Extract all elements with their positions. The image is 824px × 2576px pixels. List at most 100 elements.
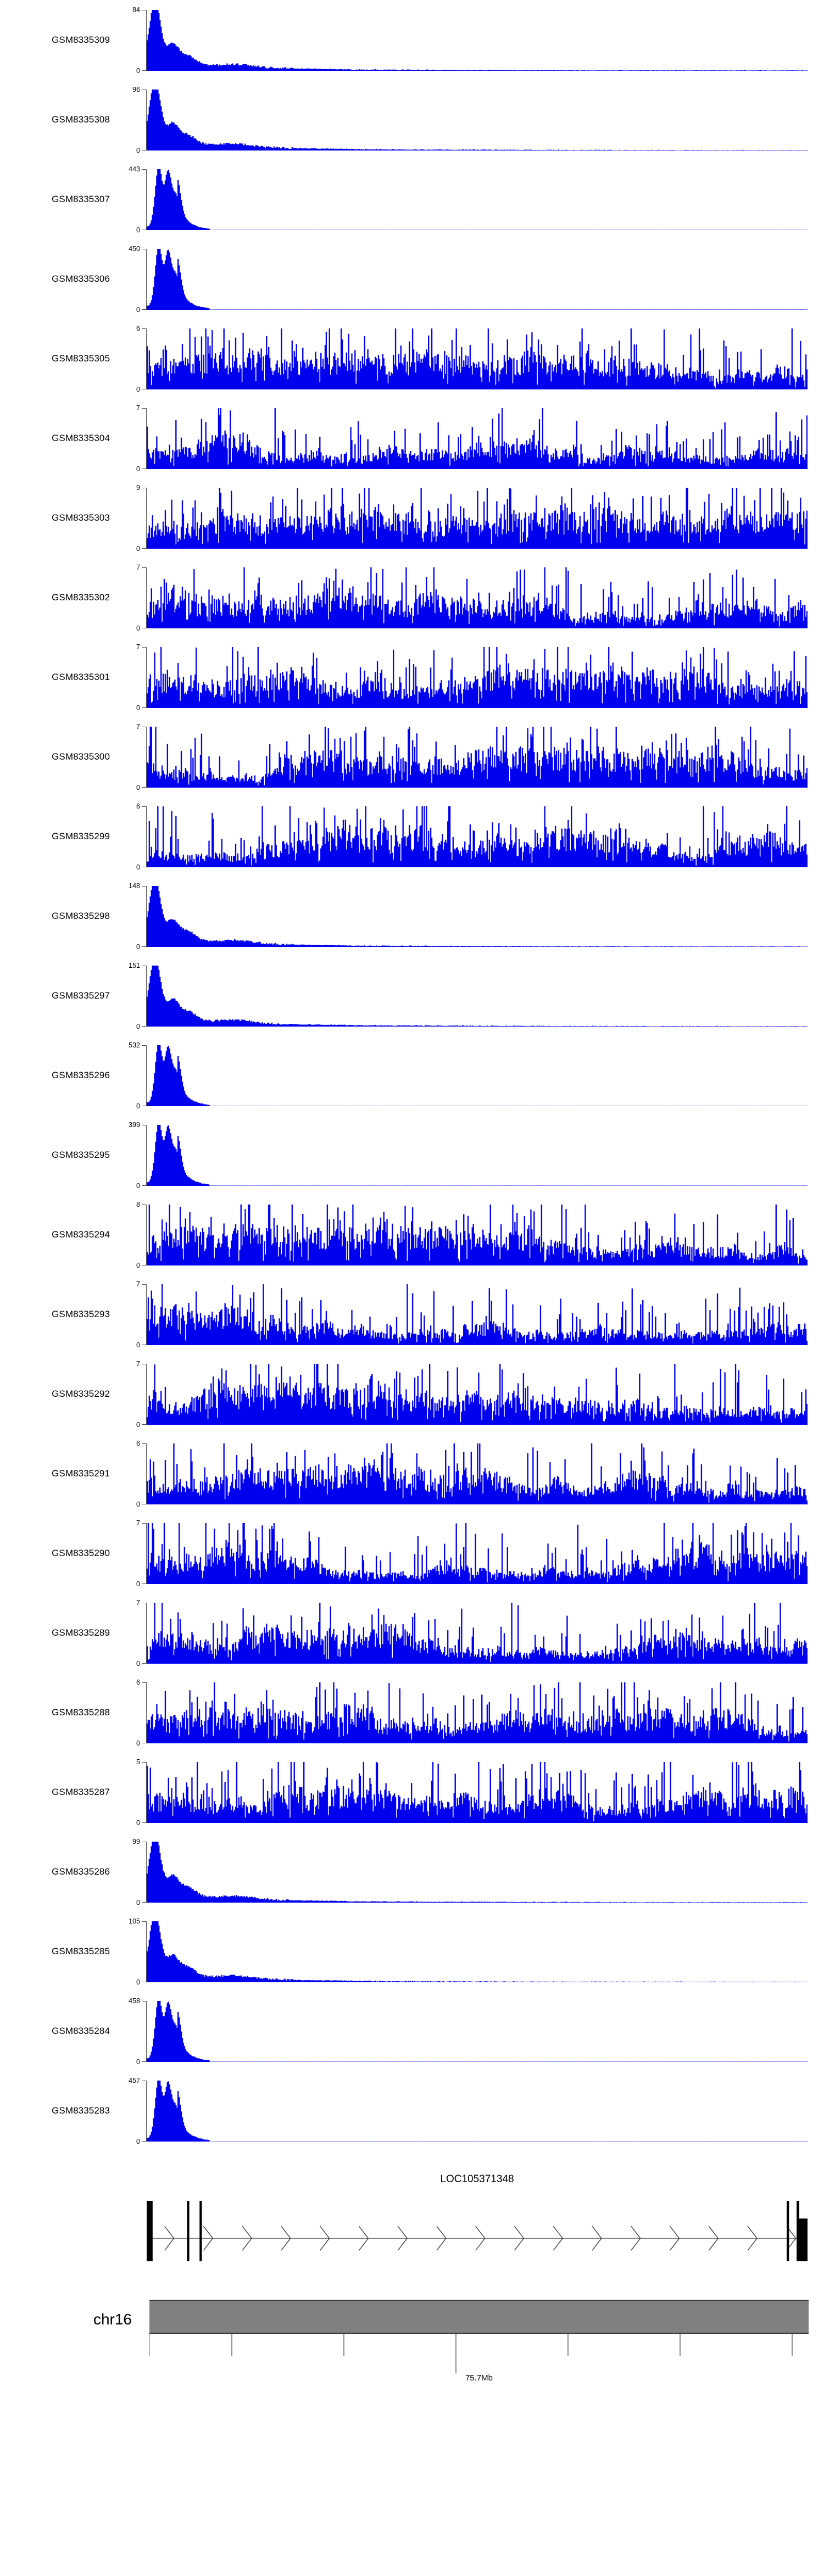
coverage-plot-area[interactable]	[147, 727, 808, 788]
coverage-signal-path	[147, 90, 808, 150]
coverage-plot-area[interactable]	[147, 169, 808, 230]
coverage-plot-area[interactable]	[147, 806, 808, 867]
coverage-plot-area[interactable]	[147, 488, 808, 549]
coverage-signal-path	[147, 727, 808, 788]
coverage-plot-area[interactable]	[147, 1125, 808, 1186]
coverage-plot-area[interactable]	[147, 10, 808, 71]
coverage-track[interactable]: GSM8335296 532 0	[0, 1035, 824, 1115]
coverage-track[interactable]: GSM8335287 5 0	[0, 1752, 824, 1832]
y-axis-line	[146, 1603, 147, 1664]
coverage-track[interactable]: GSM8335306 450 0	[0, 239, 824, 319]
coverage-track[interactable]: GSM8335308 96 0	[0, 80, 824, 159]
gene-exon[interactable]	[199, 2201, 202, 2261]
coverage-track[interactable]: GSM8335292 7 0	[0, 1354, 824, 1434]
track-label-gsm8335307: GSM8335307	[52, 193, 110, 204]
coverage-signal-path	[147, 1603, 808, 1664]
coverage-track[interactable]: GSM8335300 7 0	[0, 717, 824, 796]
coverage-plot-area[interactable]	[147, 1443, 808, 1504]
y-axis-tick-max	[142, 1762, 147, 1763]
gene-strand-arrow	[747, 2226, 758, 2251]
coverage-plot-area[interactable]	[147, 567, 808, 628]
y-axis-min-label: 0	[136, 1341, 140, 1349]
y-axis-tick-min	[142, 707, 147, 708]
coverage-plot-area[interactable]	[147, 1603, 808, 1664]
coverage-plot-area[interactable]	[147, 1364, 808, 1425]
coverage-track[interactable]: GSM8335302 7 0	[0, 557, 824, 637]
coverage-track[interactable]: GSM8335299 6 0	[0, 796, 824, 876]
coverage-signal-path	[147, 1125, 808, 1186]
coverage-plot-area[interactable]	[147, 647, 808, 708]
coverage-track[interactable]: GSM8335298 148 0	[0, 876, 824, 956]
coverage-plot-area[interactable]	[147, 1523, 808, 1584]
coverage-track[interactable]: GSM8335304 7 0	[0, 398, 824, 478]
coverage-signal-svg	[147, 966, 808, 1027]
coverage-plot-area[interactable]	[147, 1682, 808, 1743]
coverage-track[interactable]: GSM8335305 6 0	[0, 319, 824, 398]
y-axis-max-label: 532	[129, 1041, 140, 1049]
coverage-track[interactable]: GSM8335301 7 0	[0, 637, 824, 717]
coverage-signal-svg	[147, 2081, 808, 2142]
coverage-signal-path	[147, 408, 808, 469]
y-axis-line	[146, 1523, 147, 1584]
coverage-plot-area[interactable]	[147, 328, 808, 389]
coverage-track[interactable]: GSM8335283 457 0	[0, 2071, 824, 2150]
y-axis-min-label: 0	[136, 704, 140, 712]
coverage-plot-area[interactable]	[147, 886, 808, 947]
coverage-signal-svg	[147, 2001, 808, 2062]
y-axis-tick-min	[142, 1185, 147, 1186]
y-axis-line	[146, 1125, 147, 1186]
y-axis-min-label: 0	[136, 146, 140, 154]
coverage-track[interactable]: GSM8335303 9 0	[0, 478, 824, 557]
coverage-track[interactable]: GSM8335294 8 0	[0, 1195, 824, 1274]
coverage-plot-area[interactable]	[147, 90, 808, 150]
coverage-track[interactable]: GSM8335285 105 0	[0, 1911, 824, 1991]
y-axis-line	[146, 1682, 147, 1743]
y-axis-min-label: 0	[136, 465, 140, 473]
track-y-axis: 99 0	[132, 1838, 147, 1906]
gene-exon[interactable]	[187, 2201, 190, 2261]
coverage-plot-area[interactable]	[147, 2001, 808, 2062]
gene-exon[interactable]	[147, 2201, 153, 2261]
y-axis-min-label: 0	[136, 1739, 140, 1747]
coverage-track[interactable]: GSM8335309 84 0	[0, 0, 824, 80]
coverage-plot-area[interactable]	[147, 966, 808, 1027]
coverage-signal-svg	[147, 1523, 808, 1584]
coverage-track[interactable]: GSM8335307 443 0	[0, 159, 824, 239]
coverage-signal-path	[147, 1523, 808, 1584]
track-label-gsm8335284: GSM8335284	[52, 2025, 110, 2036]
coverage-track[interactable]: GSM8335295 399 0	[0, 1115, 824, 1195]
coverage-plot-area[interactable]	[147, 1762, 808, 1823]
coverage-plot-area[interactable]	[147, 408, 808, 469]
coverage-track[interactable]: GSM8335291 6 0	[0, 1434, 824, 1513]
gene-exon[interactable]	[799, 2218, 808, 2261]
gene-exon[interactable]	[797, 2201, 799, 2261]
y-axis-line	[146, 886, 147, 947]
coverage-track[interactable]: GSM8335290 7 0	[0, 1513, 824, 1593]
gene-exon[interactable]	[787, 2201, 789, 2261]
chromosome-ideogram-bar[interactable]	[149, 2300, 809, 2334]
coverage-track[interactable]: GSM8335286 99 0	[0, 1832, 824, 1911]
coverage-track[interactable]: GSM8335288 6 0	[0, 1672, 824, 1752]
coverage-plot-area[interactable]	[147, 1921, 808, 1982]
coverage-plot-area[interactable]	[147, 1045, 808, 1106]
y-axis-min-label: 0	[136, 863, 140, 871]
coverage-plot-area[interactable]	[147, 1842, 808, 1903]
coverage-track[interactable]: GSM8335284 458 0	[0, 1991, 824, 2071]
gene-strand-arrow	[203, 2226, 214, 2251]
coverage-track[interactable]: GSM8335293 7 0	[0, 1274, 824, 1354]
coverage-plot-area[interactable]	[147, 2081, 808, 2142]
gene-model-diagram[interactable]	[147, 2201, 808, 2261]
coverage-plot-area[interactable]	[147, 1205, 808, 1265]
coverage-plot-area[interactable]	[147, 1284, 808, 1345]
coverage-track[interactable]: GSM8335289 7 0	[0, 1593, 824, 1672]
y-axis-min-label: 0	[136, 305, 140, 314]
y-axis-min-label: 0	[136, 1580, 140, 1588]
y-axis-max-label: 151	[129, 962, 140, 969]
y-axis-min-label: 0	[136, 226, 140, 234]
y-axis-line	[146, 1045, 147, 1106]
coverage-track[interactable]: GSM8335297 151 0	[0, 956, 824, 1035]
coverage-plot-area[interactable]	[147, 249, 808, 310]
coverage-signal-path	[147, 647, 808, 708]
